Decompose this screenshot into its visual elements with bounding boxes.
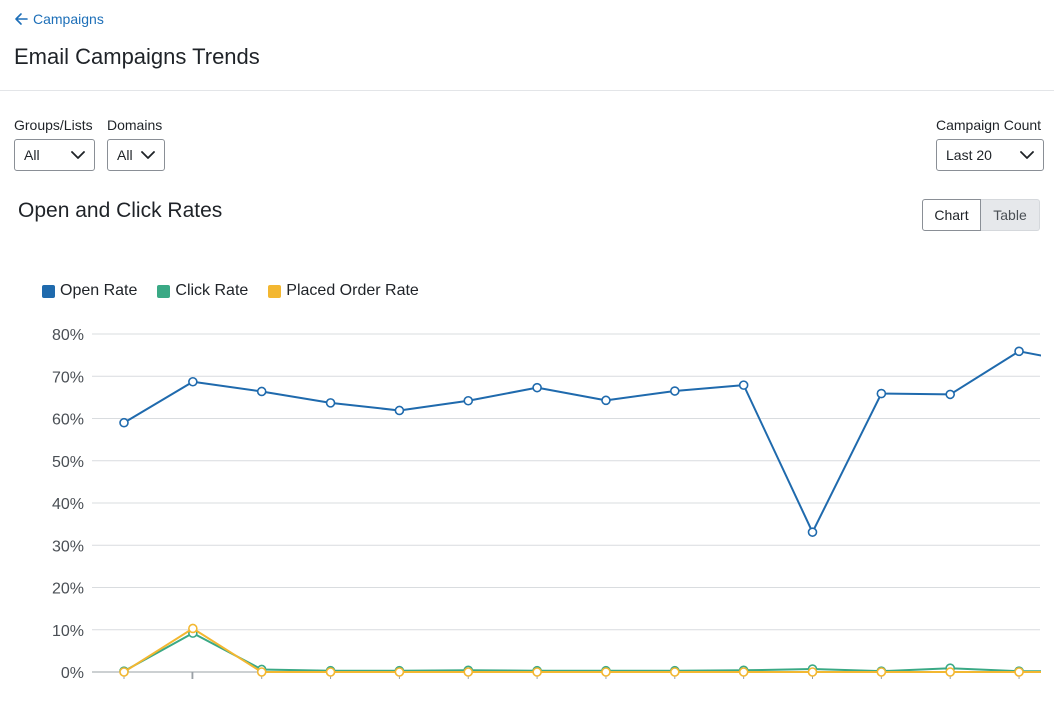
data-point-open-rate[interactable] xyxy=(945,389,956,400)
y-tick-label: 10% xyxy=(52,623,84,640)
data-point-open-rate[interactable] xyxy=(876,388,887,399)
legend-item-click-rate[interactable]: Click Rate xyxy=(157,282,248,300)
back-link-label: Campaigns xyxy=(33,11,104,27)
data-point-open-rate[interactable] xyxy=(188,376,198,387)
domains-select[interactable]: All xyxy=(107,139,165,171)
data-point-open-rate[interactable] xyxy=(325,398,336,408)
data-point-placed-order-rate[interactable] xyxy=(394,667,405,677)
data-point-open-rate[interactable] xyxy=(256,386,267,397)
y-tick-label: 20% xyxy=(52,581,84,598)
data-point-placed-order-rate[interactable] xyxy=(532,667,542,677)
data-point-placed-order-rate[interactable] xyxy=(876,667,887,677)
data-point-placed-order-rate[interactable] xyxy=(1014,667,1024,677)
data-point-placed-order-rate[interactable] xyxy=(738,667,749,677)
data-point-placed-order-rate[interactable] xyxy=(463,667,474,677)
page-title: Email Campaigns Trends xyxy=(14,44,260,69)
back-to-campaigns-link[interactable]: Campaigns xyxy=(14,11,104,27)
data-point-placed-order-rate[interactable] xyxy=(669,667,680,677)
legend-item-open-rate[interactable]: Open Rate xyxy=(42,282,137,300)
groups-filter-label: Groups/Lists xyxy=(14,117,93,133)
domains-filter-label: Domains xyxy=(107,117,163,133)
legend-swatch-placed-order-rate xyxy=(268,284,282,298)
arrow-left-icon xyxy=(14,12,28,26)
section-title: Open and Click Rates xyxy=(18,199,223,222)
groups-select[interactable]: All xyxy=(14,139,95,171)
data-point-open-rate[interactable] xyxy=(669,386,680,396)
data-point-open-rate[interactable] xyxy=(601,395,611,406)
series-line-open-rate xyxy=(123,350,1041,534)
groups-select-value: All xyxy=(24,147,40,163)
y-tick-label: 40% xyxy=(52,496,84,513)
data-point-open-rate[interactable] xyxy=(532,382,542,393)
data-point-placed-order-rate[interactable] xyxy=(945,667,956,677)
data-point-open-rate[interactable] xyxy=(463,395,474,406)
legend-label-open-rate: Open Rate xyxy=(60,282,138,299)
chart-legend: Open Rate Click Rate Placed Order Rate xyxy=(42,282,439,300)
chevron-down-icon xyxy=(1020,150,1034,160)
data-point-placed-order-rate[interactable] xyxy=(601,667,611,677)
legend-swatch-click-rate xyxy=(157,284,171,298)
y-tick-label: 80% xyxy=(52,327,84,344)
data-point-open-rate[interactable] xyxy=(394,405,405,416)
series-placed-order-rate xyxy=(119,623,1041,677)
campaign-count-label: Campaign Count xyxy=(936,117,1042,133)
y-tick-label: 0% xyxy=(61,665,84,682)
chevron-down-icon xyxy=(141,150,155,160)
y-tick-label: 70% xyxy=(52,369,84,386)
y-tick-label: 50% xyxy=(52,454,84,471)
y-tick-label: 30% xyxy=(52,538,84,555)
domains-select-value: All xyxy=(117,147,133,163)
campaign-count-value: Last 20 xyxy=(946,147,992,163)
legend-label-placed-order-rate: Placed Order Rate xyxy=(286,282,419,299)
data-point-placed-order-rate[interactable] xyxy=(188,623,198,634)
data-point-open-rate[interactable] xyxy=(119,417,129,428)
campaign-count-select[interactable]: Last 20 xyxy=(936,139,1044,171)
header-divider xyxy=(0,90,1054,91)
data-point-open-rate[interactable] xyxy=(738,380,749,390)
chevron-down-icon xyxy=(71,150,85,160)
table-view-button[interactable]: Table xyxy=(981,199,1040,231)
data-point-open-rate[interactable] xyxy=(1014,346,1024,357)
legend-item-placed-order-rate[interactable]: Placed Order Rate xyxy=(268,282,419,300)
legend-swatch-open-rate xyxy=(42,284,55,298)
series-open-rate xyxy=(119,346,1041,537)
data-point-placed-order-rate[interactable] xyxy=(325,667,336,677)
y-tick-label: 60% xyxy=(52,412,84,429)
data-point-open-rate[interactable] xyxy=(807,527,818,537)
data-point-placed-order-rate[interactable] xyxy=(807,667,818,677)
legend-label-click-rate: Click Rate xyxy=(175,282,249,299)
data-point-placed-order-rate[interactable] xyxy=(256,667,267,677)
data-point-placed-order-rate[interactable] xyxy=(119,667,129,677)
chart-view-button[interactable]: Chart xyxy=(922,199,981,231)
view-toggle: Chart Table xyxy=(922,199,1040,231)
